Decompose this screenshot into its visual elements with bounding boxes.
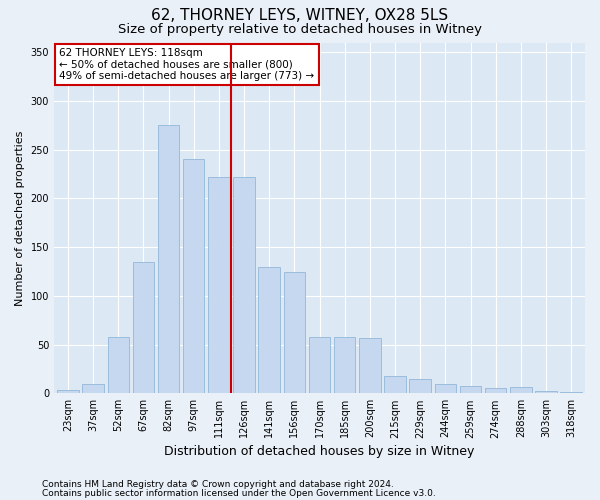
Text: 62 THORNEY LEYS: 118sqm
← 50% of detached houses are smaller (800)
49% of semi-d: 62 THORNEY LEYS: 118sqm ← 50% of detache… xyxy=(59,48,314,81)
Bar xyxy=(183,160,205,394)
Text: Contains public sector information licensed under the Open Government Licence v3: Contains public sector information licen… xyxy=(42,489,436,498)
Bar xyxy=(535,392,557,394)
Bar xyxy=(359,338,380,394)
Bar xyxy=(309,337,330,394)
Bar xyxy=(107,337,129,394)
Bar xyxy=(434,384,456,394)
X-axis label: Distribution of detached houses by size in Witney: Distribution of detached houses by size … xyxy=(164,444,475,458)
Bar xyxy=(208,177,230,394)
Bar xyxy=(485,388,506,394)
Bar xyxy=(409,378,431,394)
Bar xyxy=(158,126,179,394)
Bar xyxy=(57,390,79,394)
Bar xyxy=(560,392,582,394)
Bar xyxy=(334,337,355,394)
Bar xyxy=(259,266,280,394)
Bar xyxy=(284,272,305,394)
Bar xyxy=(233,177,255,394)
Bar xyxy=(133,262,154,394)
Text: Size of property relative to detached houses in Witney: Size of property relative to detached ho… xyxy=(118,22,482,36)
Bar xyxy=(460,386,481,394)
Bar xyxy=(385,376,406,394)
Bar xyxy=(82,384,104,394)
Y-axis label: Number of detached properties: Number of detached properties xyxy=(15,130,25,306)
Text: 62, THORNEY LEYS, WITNEY, OX28 5LS: 62, THORNEY LEYS, WITNEY, OX28 5LS xyxy=(151,8,449,22)
Bar xyxy=(510,388,532,394)
Text: Contains HM Land Registry data © Crown copyright and database right 2024.: Contains HM Land Registry data © Crown c… xyxy=(42,480,394,489)
